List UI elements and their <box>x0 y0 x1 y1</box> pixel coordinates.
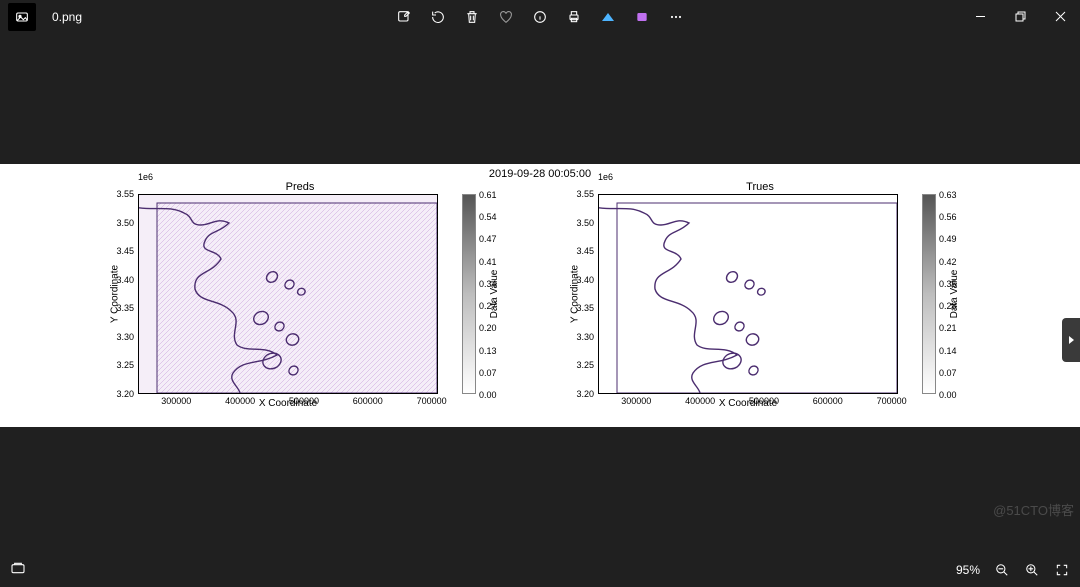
colorbar-tick: 0.56 <box>939 212 965 222</box>
x-tick: 300000 <box>621 396 651 406</box>
more-icon[interactable] <box>668 9 684 25</box>
x-tick: 500000 <box>289 396 319 406</box>
figure-suptitle: 2019-09-28 00:05:00 <box>0 168 1080 180</box>
y-tick: 3.20 <box>104 389 134 399</box>
info-icon[interactable] <box>532 9 548 25</box>
status-bar: 95% <box>0 553 1080 587</box>
title-bar: 0.png <box>0 0 1080 34</box>
y-tick: 3.50 <box>104 218 134 228</box>
rotate-icon[interactable] <box>430 9 446 25</box>
restore-button[interactable] <box>1000 0 1040 32</box>
y-axis-label: Y Coordinate <box>110 265 121 323</box>
figure-canvas: 2019-09-28 00:05:00 Preds 1e6 <box>0 164 1080 427</box>
colorbar-trues: Data Value 0.000.070.140.210.280.350.420… <box>922 194 936 394</box>
colorbar-tick: 0.42 <box>939 257 965 267</box>
y-tick: 3.50 <box>564 218 594 228</box>
print-icon[interactable] <box>566 9 582 25</box>
y-exponent: 1e6 <box>138 172 153 182</box>
colorbar-tick: 0.14 <box>939 346 965 356</box>
y-exponent: 1e6 <box>598 172 613 182</box>
share-icon[interactable] <box>600 9 616 25</box>
x-tick: 400000 <box>225 396 255 406</box>
y-tick: 3.55 <box>564 189 594 199</box>
y-tick: 3.40 <box>104 275 134 285</box>
colorbar-tick: 0.54 <box>479 212 505 222</box>
colorbar-tick: 0.34 <box>479 279 505 289</box>
y-tick: 3.25 <box>104 360 134 370</box>
y-tick: 3.20 <box>564 389 594 399</box>
window-controls <box>960 0 1080 32</box>
colorbar-tick: 0.21 <box>939 323 965 333</box>
axes-preds <box>138 194 438 394</box>
colorbar-tick: 0.20 <box>479 323 505 333</box>
x-tick: 600000 <box>353 396 383 406</box>
y-tick: 3.25 <box>564 360 594 370</box>
toolbar <box>396 9 684 25</box>
y-axis-label: Y Coordinate <box>570 265 581 323</box>
image-viewport: 2019-09-28 00:05:00 Preds 1e6 <box>0 34 1080 553</box>
colorbar-preds: Data Value 0.000.070.130.200.270.340.410… <box>462 194 476 394</box>
colorbar-tick: 0.28 <box>939 301 965 311</box>
watermark: @51CTO博客 <box>993 500 1074 519</box>
x-tick: 700000 <box>877 396 907 406</box>
y-tick: 3.35 <box>104 303 134 313</box>
delete-icon[interactable] <box>464 9 480 25</box>
minimize-button[interactable] <box>960 0 1000 32</box>
x-tick: 600000 <box>813 396 843 406</box>
axes-trues <box>598 194 898 394</box>
x-tick: 300000 <box>161 396 191 406</box>
edit-icon[interactable] <box>396 9 412 25</box>
colorbar-tick: 0.00 <box>479 390 505 400</box>
colorbar-tick: 0.00 <box>939 390 965 400</box>
panel-title: Trues <box>560 181 960 193</box>
collection-icon[interactable] <box>10 560 26 581</box>
colorbar-tick: 0.41 <box>479 257 505 267</box>
colorbar-tick: 0.63 <box>939 190 965 200</box>
heart-icon[interactable] <box>498 9 514 25</box>
colorbar-tick: 0.27 <box>479 301 505 311</box>
x-tick: 700000 <box>417 396 447 406</box>
y-tick: 3.55 <box>104 189 134 199</box>
panel-title: Preds <box>100 181 500 193</box>
filmstrip-toggle[interactable] <box>1062 318 1080 362</box>
colorbar-tick: 0.35 <box>939 279 965 289</box>
y-tick: 3.35 <box>564 303 594 313</box>
file-name: 0.png <box>52 10 82 24</box>
colorbar-tick: 0.07 <box>939 368 965 378</box>
y-tick: 3.40 <box>564 275 594 285</box>
x-tick: 400000 <box>685 396 715 406</box>
x-tick: 500000 <box>749 396 779 406</box>
y-tick: 3.45 <box>564 246 594 256</box>
y-tick: 3.30 <box>104 332 134 342</box>
colorbar-tick: 0.61 <box>479 190 505 200</box>
clip-icon[interactable] <box>634 9 650 25</box>
fullscreen-icon[interactable] <box>1054 562 1070 578</box>
app-icon[interactable] <box>8 3 36 31</box>
y-tick: 3.45 <box>104 246 134 256</box>
zoom-out-icon[interactable] <box>994 562 1010 578</box>
colorbar-tick: 0.49 <box>939 234 965 244</box>
zoom-in-icon[interactable] <box>1024 562 1040 578</box>
colorbar-tick: 0.13 <box>479 346 505 356</box>
colorbar-tick: 0.07 <box>479 368 505 378</box>
zoom-level: 95% <box>956 563 980 577</box>
colorbar-tick: 0.47 <box>479 234 505 244</box>
close-button[interactable] <box>1040 0 1080 32</box>
y-tick: 3.30 <box>564 332 594 342</box>
